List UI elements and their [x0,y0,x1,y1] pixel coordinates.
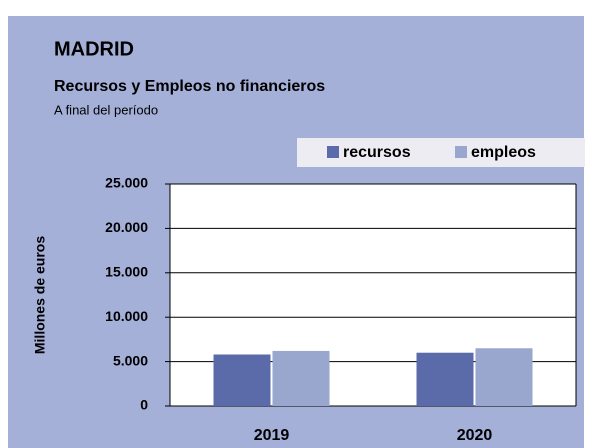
x-tick-label: 2019 [254,427,290,444]
legend-swatch [327,146,339,158]
chart-subtitle: Recursos y Empleos no financieros [54,78,325,95]
bar [272,350,330,406]
bar [213,354,271,406]
bar [416,352,474,406]
y-tick-label: 10.000 [105,308,148,324]
y-axis-title: Millones de euros [32,236,48,354]
y-tick-label: 15.000 [105,264,148,280]
y-tick-label: 25.000 [105,175,148,191]
y-tick-label: 20.000 [105,219,148,235]
chart-note: A final del período [54,102,158,117]
x-tick-label: 2020 [457,427,493,444]
bar [475,348,533,406]
legend-label: empleos [471,144,536,161]
chart-title: MADRID [54,38,134,60]
y-tick-label: 0 [140,397,148,413]
y-tick-label: 5.000 [113,352,148,368]
legend-label: recursos [343,144,411,161]
legend [297,138,585,167]
legend-swatch [455,146,467,158]
